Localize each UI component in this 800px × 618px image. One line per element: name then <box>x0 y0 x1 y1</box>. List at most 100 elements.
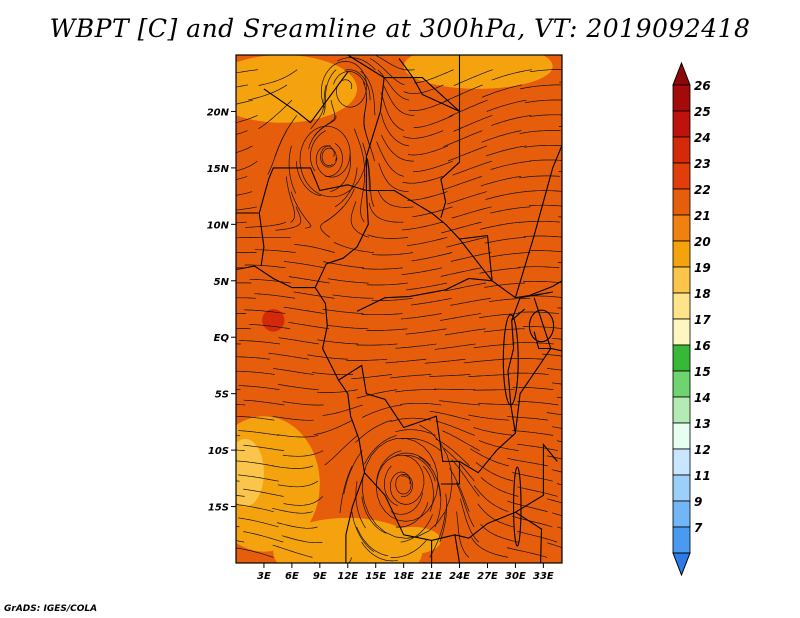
streamline <box>293 291 335 299</box>
streamline <box>441 221 482 234</box>
streamline <box>324 188 355 223</box>
streamline <box>383 86 415 116</box>
colorbar-swatch <box>672 448 691 476</box>
lon-tick-label: 30E <box>505 571 526 582</box>
streamline <box>485 191 526 200</box>
streamline <box>325 143 343 177</box>
colorbar-label: 19 <box>694 261 711 275</box>
colorbar-swatch <box>672 526 691 554</box>
streamline <box>524 99 562 104</box>
streamline <box>278 337 320 345</box>
streamline <box>238 385 280 391</box>
streamline <box>277 434 319 438</box>
streamline <box>273 368 314 375</box>
streamline <box>480 176 522 187</box>
colorbar-label: 15 <box>694 365 711 379</box>
colorbar-swatch <box>672 188 691 216</box>
streamline <box>320 145 338 168</box>
streamline <box>401 437 441 451</box>
streamline <box>395 343 437 349</box>
streamline <box>277 522 318 529</box>
streamline <box>362 404 402 418</box>
colorbar-swatch <box>672 318 691 346</box>
streamline <box>557 262 562 264</box>
streamline <box>471 537 509 558</box>
streamline <box>481 84 522 98</box>
streamline <box>296 161 322 197</box>
streamline <box>236 547 274 558</box>
colorbar-label: 16 <box>694 339 711 353</box>
lat-tick-label: 10S <box>208 446 229 457</box>
streamline <box>529 114 562 117</box>
streamline <box>334 167 358 208</box>
streamline <box>478 440 519 452</box>
streamline <box>372 252 414 256</box>
streamline <box>481 130 522 143</box>
colorbar-swatch <box>672 84 691 112</box>
streamline <box>439 493 447 543</box>
streamline <box>327 324 369 330</box>
streamline <box>445 282 487 292</box>
streamline <box>277 480 319 488</box>
border-line-10 <box>440 461 461 485</box>
streamline <box>282 450 324 457</box>
streamline <box>406 236 448 247</box>
grads-credit: GrADS: IGES/COLA <box>4 604 98 614</box>
streamline <box>435 420 475 436</box>
streamline <box>403 454 436 482</box>
streamline <box>236 540 245 543</box>
streamline <box>434 478 442 528</box>
streamline <box>517 486 558 497</box>
streamline <box>366 328 408 331</box>
streamline <box>453 69 493 87</box>
streamline <box>395 474 414 498</box>
streamline <box>392 452 431 467</box>
border-line-4 <box>384 77 460 112</box>
streamline <box>322 69 337 116</box>
streamline <box>364 435 397 465</box>
streamline <box>507 457 548 467</box>
streamline <box>366 282 408 286</box>
colorbar-swatch <box>672 292 691 320</box>
colorbar-label: 18 <box>694 287 711 301</box>
streamline <box>443 84 483 102</box>
streamline <box>356 526 389 557</box>
streamline <box>557 483 562 486</box>
streamline <box>484 236 526 244</box>
streamline <box>390 492 423 515</box>
streamline <box>523 235 562 238</box>
streamline <box>324 435 358 466</box>
streamline <box>195 374 236 376</box>
streamline <box>439 400 481 406</box>
colorbar-label: 9 <box>694 495 702 509</box>
streamline <box>559 81 562 83</box>
streamline <box>451 206 492 219</box>
streamline <box>558 170 562 172</box>
streamline <box>239 340 281 345</box>
map-title: WBPT [C] and Sreamline at 300hPa, VT: 20… <box>49 14 751 43</box>
streamline <box>238 474 279 482</box>
streamline <box>236 191 253 196</box>
colorbar-swatch <box>672 110 691 138</box>
streamline <box>236 176 248 180</box>
streamline <box>236 69 259 74</box>
streamline <box>556 396 562 399</box>
streamline <box>344 69 371 101</box>
streamline <box>486 99 527 112</box>
streamline <box>243 488 284 497</box>
streamline <box>238 430 280 436</box>
streamline <box>288 322 330 330</box>
streamline <box>399 402 441 406</box>
streamline <box>272 507 313 514</box>
streamline <box>384 465 398 506</box>
map-frame <box>235 54 563 564</box>
streamline <box>236 495 245 497</box>
streamline <box>413 115 454 128</box>
streamline <box>236 404 246 406</box>
streamline <box>236 221 247 224</box>
border-line-5 <box>347 55 385 79</box>
colorbar-top-arrow <box>672 61 691 86</box>
streamline <box>236 434 241 436</box>
colorbar-swatch <box>672 240 691 268</box>
streamline <box>491 115 532 126</box>
